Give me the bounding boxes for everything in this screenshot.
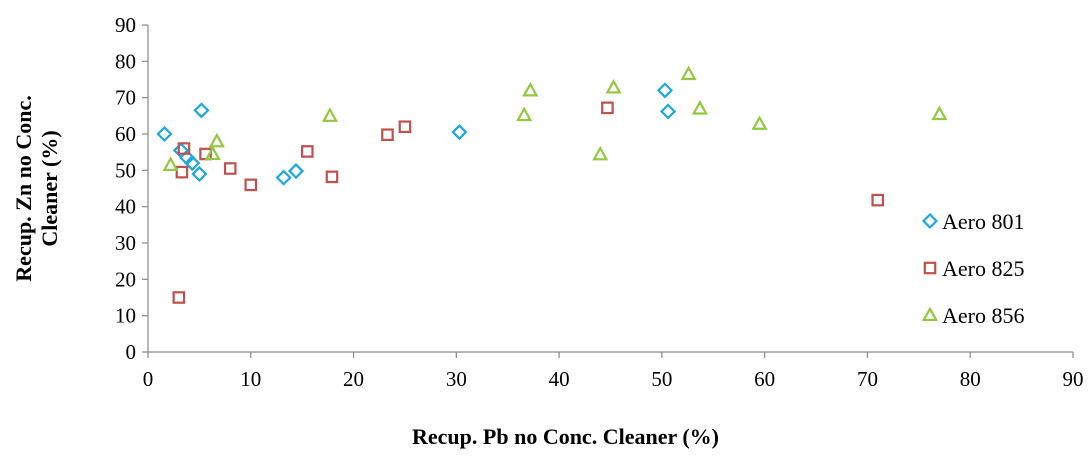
data-point (177, 142, 191, 155)
legend-item: Aero 825 (923, 256, 1024, 281)
x-axis-ticks: 0 10 20 30 40 50 60 70 80 90 (143, 352, 1084, 391)
x-tick-label: 40 (549, 367, 570, 391)
legend-marker (921, 306, 939, 322)
data-point (321, 107, 338, 122)
y-axis-ticks: 0 10 20 30 40 50 60 70 80 90 (115, 13, 148, 364)
legend-item: Aero 801 (921, 209, 1024, 234)
y-tick-label: 90 (115, 13, 136, 37)
x-tick-label: 70 (857, 367, 878, 391)
data-point (223, 162, 237, 175)
y-axis-title-line-2: Cleaner (%) (37, 130, 62, 246)
data-point (516, 106, 533, 122)
data-point (162, 156, 179, 171)
x-tick-label: 50 (651, 367, 672, 391)
data-point (931, 105, 948, 121)
data-point (275, 169, 292, 186)
data-point (244, 178, 258, 192)
y-tick-label: 30 (115, 231, 136, 255)
y-axis-title-line-1: Recup. Zn no Conc. (11, 95, 36, 281)
series-aero-801 (156, 82, 677, 186)
y-axis-title: Recup. Zn no Conc. Cleaner (%) (11, 95, 62, 281)
x-tick-label: 30 (446, 367, 467, 391)
data-point (172, 291, 186, 304)
series-aero-856 (162, 65, 948, 171)
data-point (287, 163, 305, 180)
y-tick-label: 60 (115, 122, 136, 146)
data-point (871, 193, 885, 207)
legend-label: Aero 825 (942, 256, 1024, 281)
legend-marker (921, 212, 939, 230)
data-point (191, 165, 208, 183)
data-point (325, 170, 339, 184)
data-point (156, 125, 173, 143)
data-point (605, 79, 622, 94)
legend-label: Aero 801 (942, 209, 1024, 234)
data-point (680, 65, 697, 81)
y-tick-label: 50 (115, 158, 136, 182)
data-point (659, 103, 677, 120)
y-tick-label: 20 (115, 267, 136, 291)
plot-area: 0 10 20 30 40 50 60 70 80 90 0 10 20 30 40 50 60 70 80 90 (115, 13, 1084, 391)
x-axis-title: Recup. Pb no Conc. Cleaner (%) (412, 424, 719, 449)
data-point (208, 132, 225, 148)
data-point (204, 145, 221, 161)
data-point (601, 101, 614, 115)
legend-marker (923, 261, 937, 275)
data-point (301, 145, 314, 158)
data-point (193, 102, 210, 119)
data-point (522, 81, 539, 97)
y-tick-label: 10 (115, 304, 136, 328)
x-tick-label: 80 (960, 367, 981, 391)
data-point (175, 165, 189, 179)
y-tick-label: 0 (126, 340, 137, 364)
data-point (172, 142, 189, 159)
data-point (451, 124, 468, 141)
y-tick-label: 80 (115, 49, 136, 73)
x-tick-label: 60 (754, 367, 775, 391)
data-point (381, 128, 394, 142)
x-tick-label: 10 (240, 367, 261, 391)
data-point (656, 82, 674, 99)
y-tick-label: 70 (115, 86, 136, 110)
y-tick-label: 40 (115, 195, 136, 219)
series-aero-825 (172, 101, 885, 304)
data-markers (156, 65, 948, 304)
data-point (592, 145, 609, 161)
legend-label: Aero 856 (942, 303, 1024, 328)
legend-item: Aero 856 (921, 303, 1024, 328)
data-point (751, 115, 768, 130)
data-point (184, 155, 201, 172)
x-tick-label: 20 (343, 367, 364, 391)
x-tick-label: 0 (143, 367, 154, 391)
x-tick-label: 90 (1063, 367, 1084, 391)
data-point (398, 120, 412, 134)
legend: Aero 801 Aero 825 Aero 856 (921, 209, 1024, 328)
data-point (691, 100, 708, 115)
